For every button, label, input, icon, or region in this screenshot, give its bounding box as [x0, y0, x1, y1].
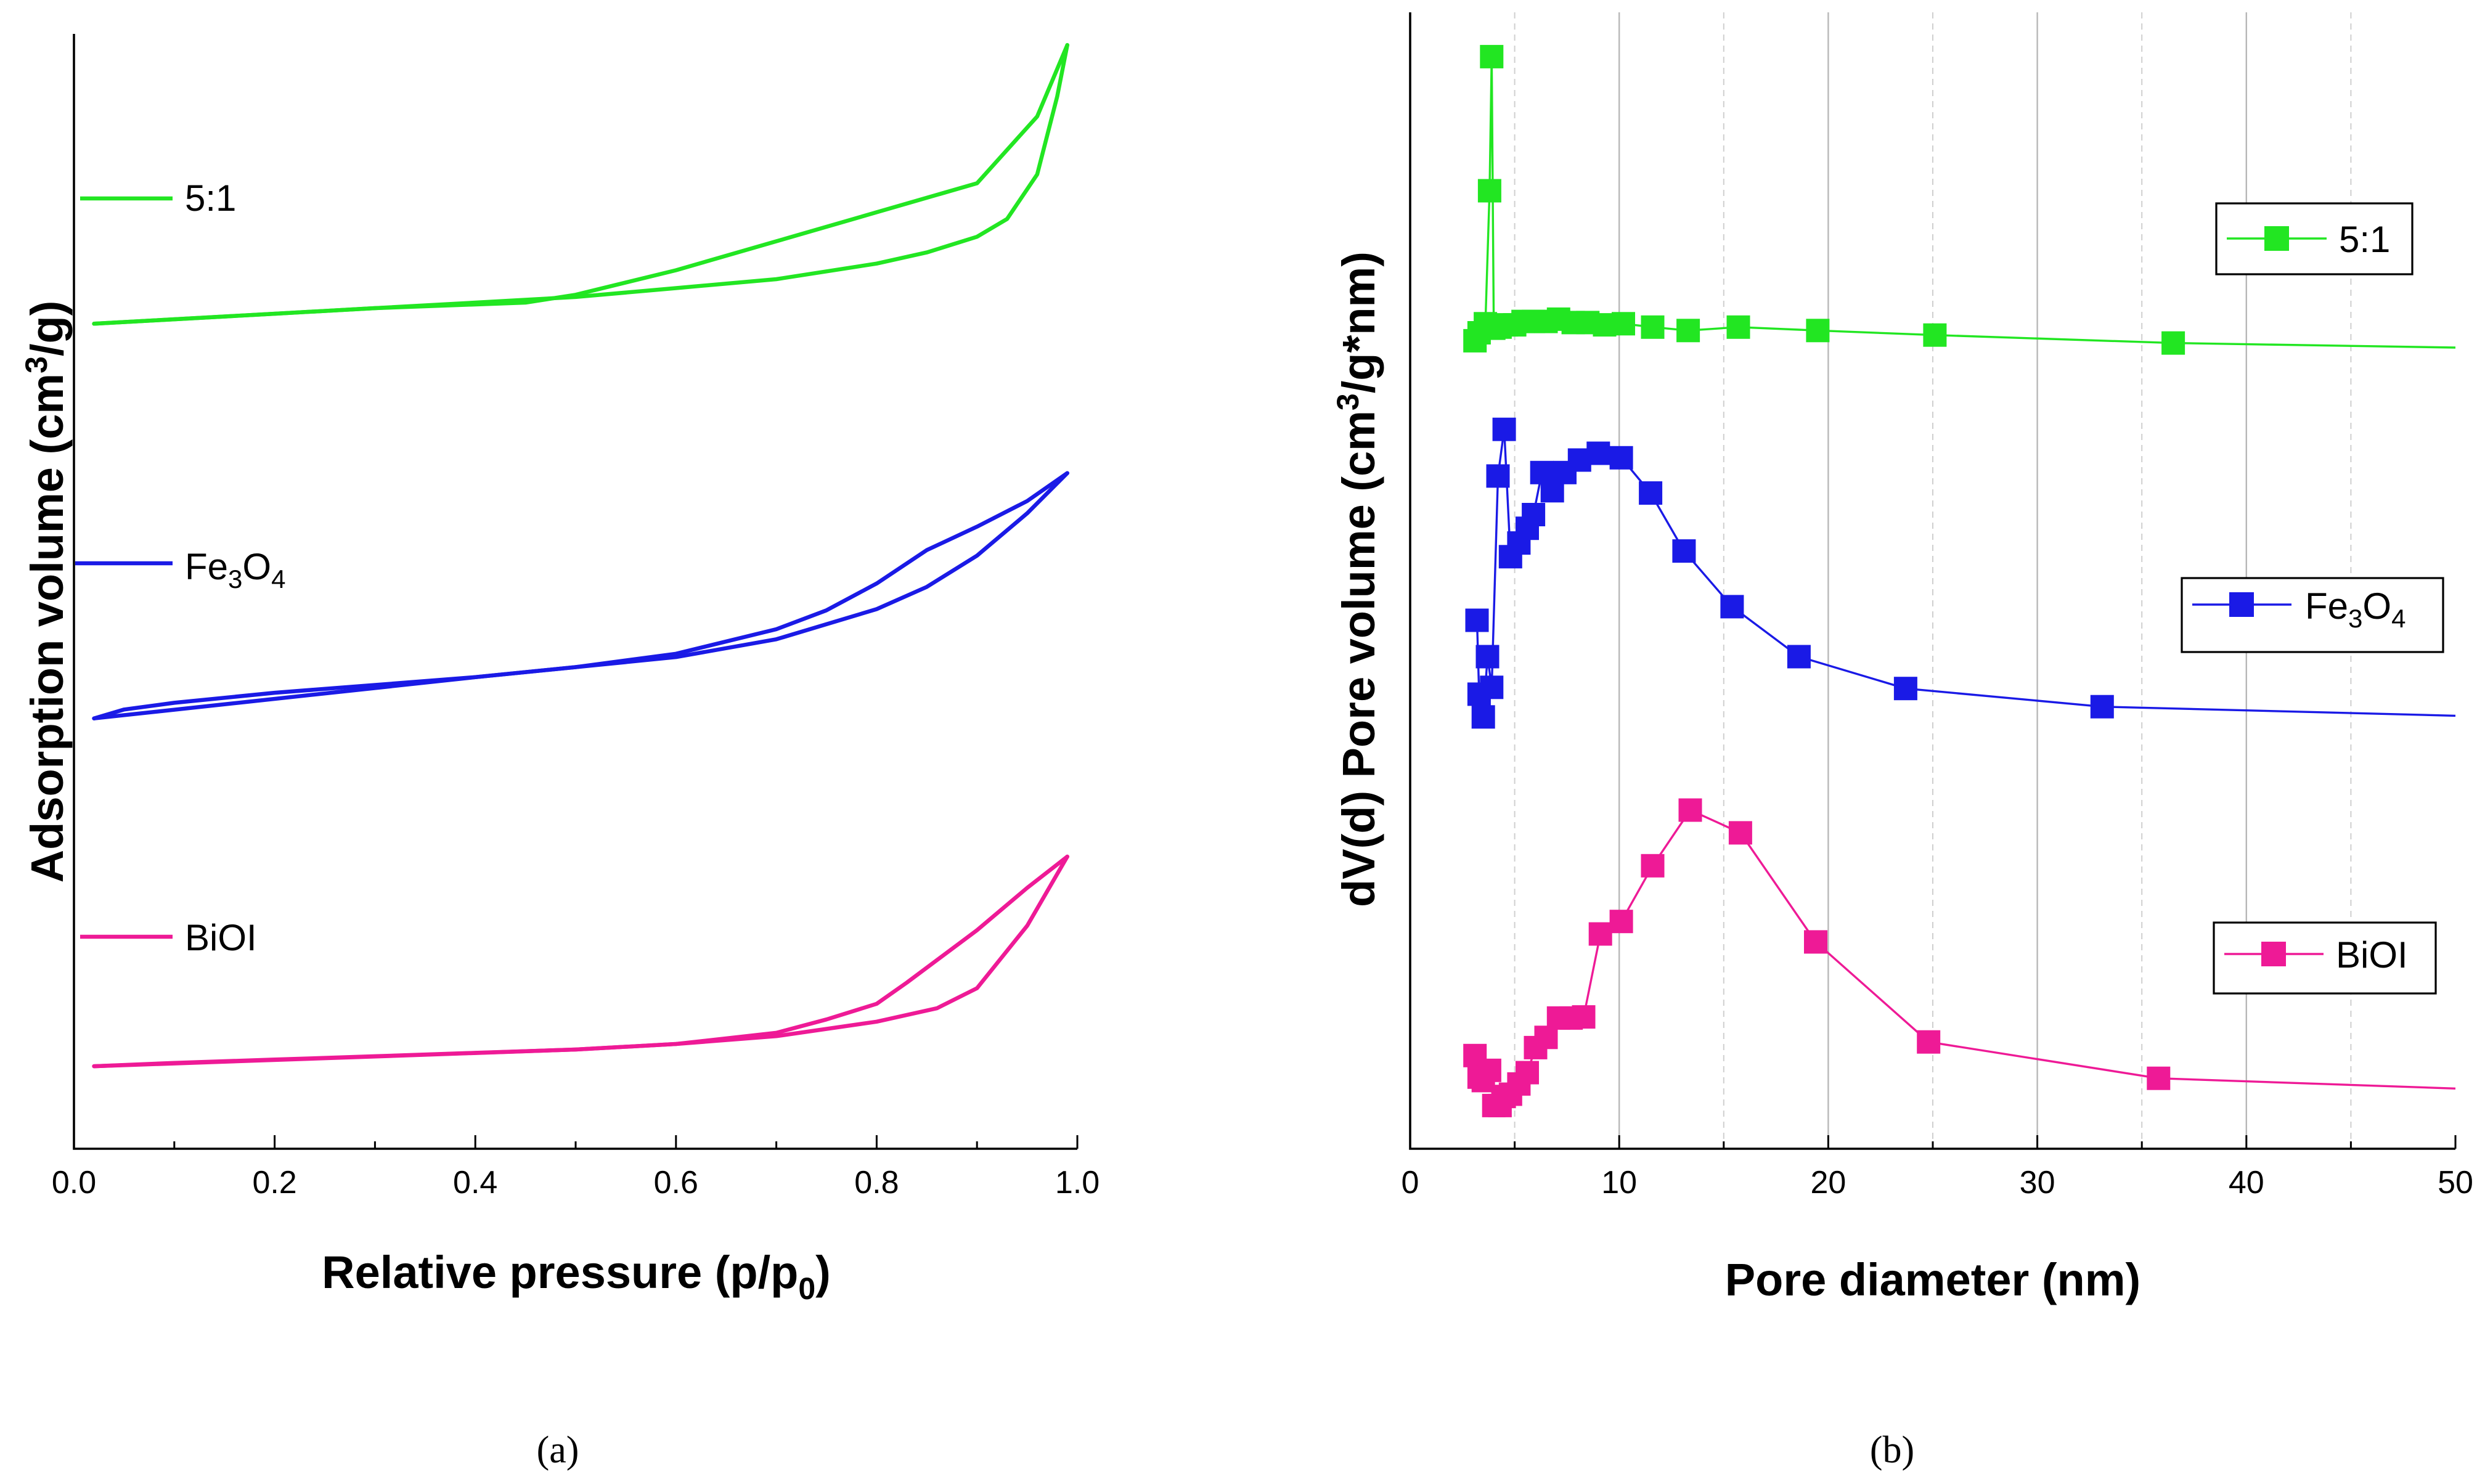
panel-b-bioi-point — [1516, 1061, 1539, 1085]
panel-a-x-tick-label: 0.6 — [654, 1165, 698, 1201]
panel-b-bioi-point — [1609, 910, 1633, 934]
panel-b-bioi-point — [2147, 1066, 2171, 1090]
panel-a: 0.0 0.2 0.4 0.6 0.8 1.0 5:1 Fe3O4 BiOI Relati… — [19, 34, 1100, 1306]
panel-a-51-desorption-line — [92, 43, 1069, 326]
panel-a-x-tick-label: 0.4 — [453, 1165, 497, 1201]
panel-a-x-tick-label: 1.0 — [1055, 1165, 1100, 1201]
panel-b: 0 10 20 30 40 50 5:1 Fe3O4 BiOI Pore diameter… — [1331, 12, 2473, 1305]
panel-b-fe3o4-point — [1492, 417, 1516, 441]
panel-b-bioi-point — [1572, 1005, 1596, 1029]
panel-a-fe3o4-desorption-line — [92, 471, 1069, 720]
panel-b-fe3o4-line — [1475, 428, 2456, 719]
panel-b-fe3o4-point — [1586, 441, 1610, 465]
panel-b-x-tick-label: 50 — [2438, 1165, 2473, 1201]
panel-b-51-point — [1806, 319, 1830, 343]
panel-b-x-tick-label: 40 — [2229, 1165, 2264, 1201]
legend-b-bioi: BiOI — [2213, 921, 2437, 995]
panel-b-bioi-point — [1917, 1030, 1941, 1054]
panel-b-51-point — [1641, 315, 1665, 339]
panel-b-bioi-point — [1588, 922, 1612, 946]
caption-b: (b) — [1870, 1429, 1914, 1471]
panel-a-axes — [73, 34, 1077, 1150]
panel-a-fe3o4-adsorption-line — [92, 471, 1069, 720]
panel-b-fe3o4-point — [1639, 481, 1663, 505]
panel-b-fe3o4-point — [1465, 608, 1489, 632]
panel-b-51-point — [1923, 323, 1947, 347]
panel-a-x-tick-label: 0.2 — [252, 1165, 296, 1201]
panel-b-fe3o4-point — [1609, 446, 1633, 470]
panel-b-bioi-point — [1477, 1058, 1501, 1082]
legend-a-fe3o4-label: Fe3O4 — [185, 546, 285, 593]
panel-a-y-axis-label: Adsorption volume (cm3/g) — [19, 301, 73, 883]
caption-a: (a) — [537, 1429, 579, 1471]
panel-b-x-axis-label: Pore diameter (nm) — [1725, 1254, 2140, 1305]
panel-b-bioi-point — [1728, 821, 1752, 845]
panel-a-51-adsorption-line — [92, 43, 1069, 326]
panel-b-bioi-point — [1678, 798, 1702, 822]
panel-b-51-point — [1480, 44, 1504, 68]
panel-b-x-tick-label: 0 — [1402, 1165, 1419, 1201]
panel-b-x-ticks: 0 10 20 30 40 50 — [1402, 1135, 2473, 1201]
legend-b-5to1-label: 5:1 — [2339, 219, 2390, 260]
panel-a-series — [92, 43, 1069, 1069]
panel-b-fe3o4-point — [1893, 677, 1917, 701]
panel-b-51-point — [1612, 312, 1635, 336]
panel-b-fe3o4-point — [1475, 645, 1500, 669]
panel-b-x-tick-label: 30 — [2020, 1165, 2055, 1201]
legend-b-bioi-label: BiOI — [2336, 934, 2408, 976]
legend-b-fe3o4-label: Fe3O4 — [2305, 585, 2406, 633]
legend-a-5to1-label: 5:1 — [185, 177, 236, 219]
panel-b-fe3o4-point — [2090, 695, 2114, 719]
legend-b-5to1: 5:1 — [2215, 202, 2414, 275]
panel-a-bioi-adsorption-line — [92, 854, 1069, 1069]
panel-b-fe3o4-point — [1471, 705, 1495, 729]
panel-b-x-tick-label: 20 — [1810, 1165, 1846, 1201]
panel-b-x-tick-label: 10 — [1601, 1165, 1637, 1201]
panel-b-fe3o4-point — [1787, 645, 1811, 669]
panel-b-bioi-point — [1804, 930, 1827, 954]
panel-b-fe3o4-point — [1720, 595, 1744, 619]
panel-b-fe3o4-point — [1480, 675, 1504, 699]
legend-b-fe3o4: Fe3O4 — [2181, 577, 2444, 653]
panel-a-bioi-desorption-line — [92, 854, 1069, 1069]
panel-b-bioi-point — [1641, 854, 1665, 878]
panel-b-51-line — [1474, 55, 2456, 349]
panel-b-51-point — [1726, 315, 1750, 339]
panel-b-axes — [1409, 12, 2455, 1150]
panel-b-fe3o4-point — [1522, 503, 1546, 526]
panel-b-51-point — [1676, 319, 1700, 343]
panel-b-fe3o4-point — [1486, 464, 1510, 488]
panel-a-x-tick-label: 0.8 — [854, 1165, 899, 1201]
panel-a-x-axis-label: Relative pressure (p/p0) — [322, 1247, 831, 1306]
panel-b-51-point — [2161, 331, 2185, 355]
panel-a-x-ticks: 0.0 0.2 0.4 0.6 0.8 1.0 — [52, 1135, 1100, 1201]
legend-a-bioi-label: BiOI — [185, 917, 257, 958]
panel-b-series — [1463, 44, 2456, 1117]
panel-b-y-axis-label: dV(d) Pore volume (cm3/g*nm) — [1331, 251, 1384, 907]
panel-a-x-tick-label: 0.0 — [52, 1165, 96, 1201]
panel-b-fe3o4-point — [1672, 539, 1696, 563]
panel-b-51-point — [1477, 179, 1501, 203]
